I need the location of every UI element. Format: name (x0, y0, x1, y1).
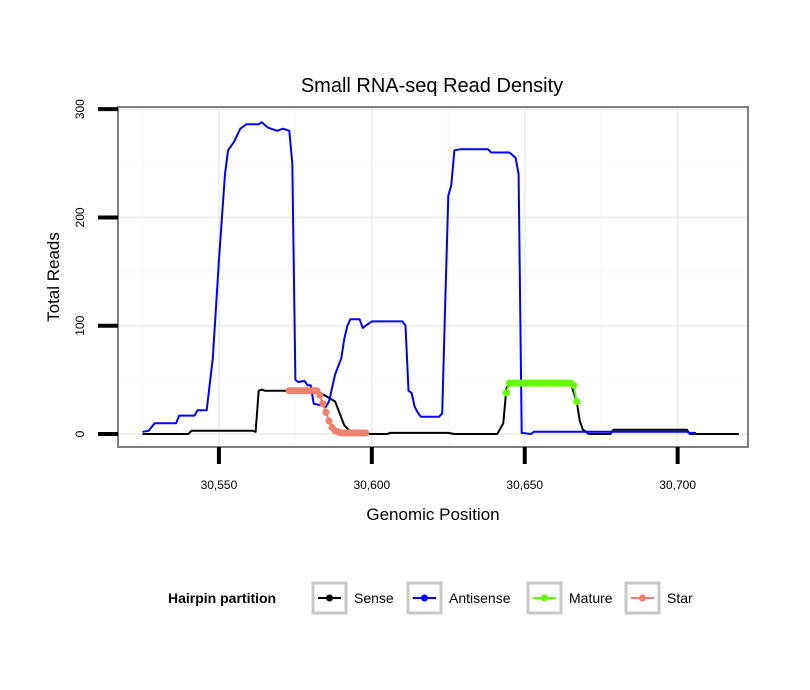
legend-item-mature: Mature (526, 581, 613, 615)
series-mature-point (573, 397, 581, 406)
series-antisense-line (142, 121, 696, 435)
series-sense-line (142, 382, 739, 435)
series-mature-point (570, 381, 578, 389)
x-tick-label: 30,700 (659, 478, 696, 492)
legend-item-sense: Sense (311, 581, 394, 615)
legend-key-point (541, 594, 548, 602)
legend: Hairpin partition Sense Antisense Mature St… (168, 581, 693, 615)
legend-item-star: Star (624, 581, 693, 615)
series-star-point (325, 417, 333, 425)
x-axis-title: Genomic Position (366, 505, 499, 524)
y-tick-label: 300 (73, 99, 87, 119)
series-mature-point (502, 389, 510, 397)
y-tick-label: 0 (73, 430, 87, 437)
y-axis: 0 100 200 300 (73, 99, 118, 437)
legend-label-star: Star (667, 590, 693, 606)
plot-series (142, 121, 739, 437)
chart-title: Small RNA-seq Read Density (301, 75, 563, 97)
series-star-point (322, 408, 330, 416)
y-tick-label: 200 (73, 207, 87, 227)
series-star-point (362, 429, 370, 437)
x-tick-label: 30,550 (201, 478, 238, 492)
legend-title: Hairpin partition (168, 590, 276, 606)
legend-key-point (326, 594, 333, 602)
legend-item-antisense: Antisense (406, 581, 511, 615)
series-star-point (319, 400, 327, 408)
legend-label-antisense: Antisense (449, 590, 511, 606)
series-antisense (142, 121, 696, 435)
legend-label-sense: Sense (354, 590, 394, 606)
x-tick-label: 30,600 (353, 478, 390, 492)
y-tick-label: 100 (73, 315, 87, 335)
legend-key-point (639, 594, 646, 602)
series-mature (502, 379, 581, 406)
x-axis: 30,550 30,600 30,650 30,700 (201, 447, 696, 492)
legend-key-point (421, 594, 428, 602)
x-tick-label: 30,650 (506, 478, 543, 492)
series-star (285, 387, 370, 437)
series-star-point (316, 391, 324, 399)
grid (118, 107, 748, 447)
series-sense (142, 382, 739, 435)
y-axis-title: Total Reads (44, 232, 63, 322)
plot-panel-border (117, 106, 749, 448)
legend-label-mature: Mature (569, 590, 613, 606)
